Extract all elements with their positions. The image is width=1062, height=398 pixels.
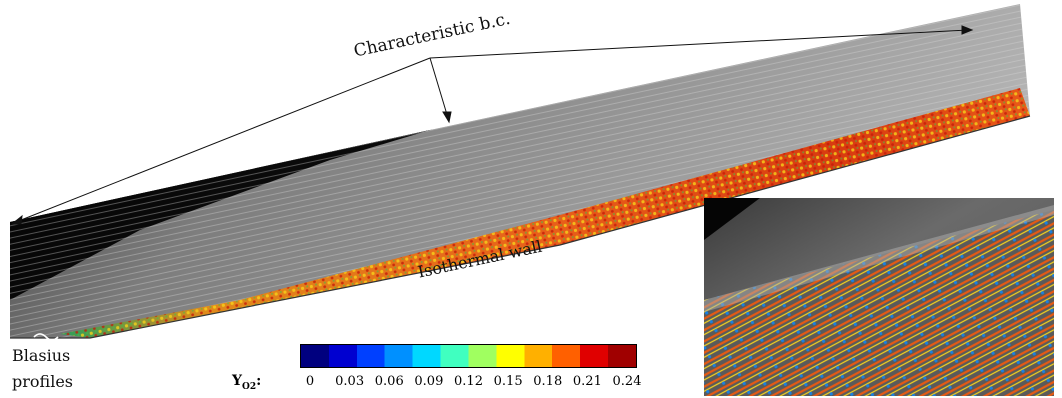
colorbar-tick-label: 0.21 [572, 374, 602, 389]
colorbar-tick-label: 0.09 [414, 374, 444, 389]
colorbar-tick-label: 0.12 [454, 374, 483, 389]
colorbar [300, 344, 637, 368]
blasius-label-line1: Blasius [12, 346, 71, 365]
colorbar-tick-label: 0.24 [612, 374, 642, 389]
characteristic-bc-arrows [10, 25, 974, 225]
colorbar-tick-label: 0.03 [335, 374, 365, 389]
colorbar-tick-label: 0.15 [493, 374, 523, 389]
turbulent-boundary-speckle [60, 88, 1030, 338]
blasius-label-line2: profiles [12, 372, 73, 391]
colorbar-variable-label: YO2: [232, 373, 262, 392]
colorbar-tick-label: 0.06 [374, 374, 404, 389]
colorbar-ticks: 0 0.03 0.06 0.09 0.12 0.15 0.18 0.21 0.24 [300, 374, 642, 392]
colorbar-tick-label: 0.18 [533, 374, 563, 389]
colorbar-tick-label: 0 [305, 374, 315, 389]
blasius-profile-mark [33, 333, 59, 341]
zoom-inset [704, 198, 1054, 396]
domain-streaks [10, 4, 1030, 338]
wall-edge [10, 115, 1031, 339]
